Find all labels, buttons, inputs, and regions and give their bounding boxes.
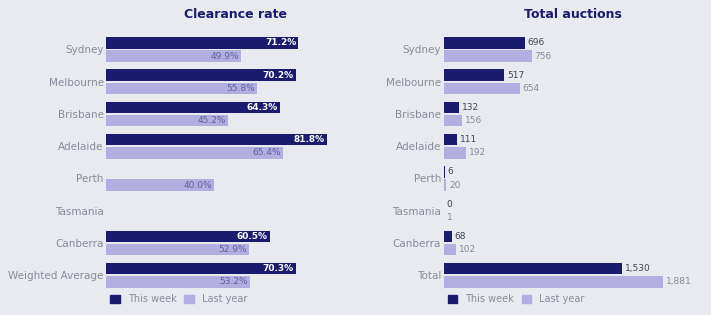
- Text: 517: 517: [507, 71, 524, 80]
- Bar: [107, 147, 283, 159]
- Text: 68: 68: [454, 232, 466, 241]
- Text: 696: 696: [528, 38, 545, 47]
- Bar: [107, 83, 257, 94]
- Bar: [444, 101, 459, 113]
- Bar: [444, 276, 663, 288]
- Bar: [107, 276, 250, 288]
- Text: 20: 20: [449, 180, 460, 190]
- Bar: [107, 179, 214, 191]
- Text: 70.2%: 70.2%: [262, 71, 294, 80]
- Bar: [107, 134, 327, 146]
- Text: 64.3%: 64.3%: [247, 103, 277, 112]
- Text: 71.2%: 71.2%: [265, 38, 296, 47]
- Text: 192: 192: [469, 148, 486, 157]
- Bar: [107, 37, 299, 49]
- Bar: [444, 37, 525, 49]
- Text: 55.8%: 55.8%: [226, 84, 255, 93]
- Bar: [107, 231, 269, 242]
- Bar: [444, 244, 456, 255]
- Bar: [444, 147, 466, 159]
- Bar: [107, 69, 296, 81]
- Bar: [107, 101, 279, 113]
- Bar: [444, 69, 504, 81]
- Text: 6: 6: [447, 167, 453, 176]
- Text: 756: 756: [535, 52, 552, 60]
- Bar: [444, 231, 452, 242]
- Text: 132: 132: [462, 103, 479, 112]
- Text: 81.8%: 81.8%: [294, 135, 325, 144]
- Bar: [444, 134, 457, 146]
- Bar: [107, 115, 228, 126]
- Bar: [107, 50, 241, 62]
- Bar: [444, 83, 520, 94]
- Bar: [444, 179, 447, 191]
- Text: 102: 102: [459, 245, 476, 254]
- Text: 70.3%: 70.3%: [262, 264, 294, 273]
- Text: 60.5%: 60.5%: [236, 232, 267, 241]
- Text: 111: 111: [459, 135, 477, 144]
- Legend: This week, Last year: This week, Last year: [106, 290, 251, 308]
- Text: 65.4%: 65.4%: [252, 148, 281, 157]
- Text: 40.0%: 40.0%: [183, 180, 212, 190]
- Text: 53.2%: 53.2%: [219, 277, 247, 286]
- Title: Total auctions: Total auctions: [525, 8, 622, 21]
- Text: 1,530: 1,530: [625, 264, 651, 273]
- Bar: [444, 50, 532, 62]
- Bar: [444, 263, 622, 274]
- Bar: [107, 263, 296, 274]
- Text: 52.9%: 52.9%: [218, 245, 247, 254]
- Text: 1: 1: [447, 213, 452, 222]
- Text: 654: 654: [523, 84, 540, 93]
- Text: 49.9%: 49.9%: [210, 52, 239, 60]
- Bar: [444, 115, 462, 126]
- Legend: This week, Last year: This week, Last year: [444, 290, 588, 308]
- Title: Clearance rate: Clearance rate: [184, 8, 287, 21]
- Text: 156: 156: [465, 116, 482, 125]
- Text: 0: 0: [447, 200, 452, 209]
- Text: 1,881: 1,881: [665, 277, 692, 286]
- Bar: [107, 244, 249, 255]
- Text: 45.2%: 45.2%: [198, 116, 226, 125]
